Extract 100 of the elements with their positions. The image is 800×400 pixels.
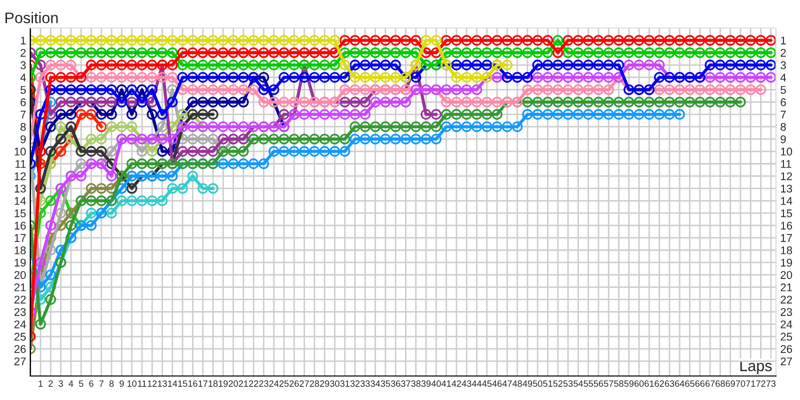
y-tick-label: 21 (14, 283, 26, 292)
x-tick-label: 48 (512, 380, 522, 387)
x-tick-label: 19 (218, 380, 228, 387)
y2-tick-label: 26 (780, 345, 792, 353)
y2-tick-label: 10 (781, 148, 792, 156)
y-tick-label: 4 (20, 74, 26, 82)
x-tick-label: 16 (188, 380, 198, 387)
x-axis-title: Laps (740, 360, 772, 374)
y2-tick-label: 22 (780, 296, 792, 304)
x-tick-label: 15 (178, 380, 188, 387)
y2-tick-label: 17 (781, 234, 792, 242)
y2-tick-label: 3 (780, 61, 786, 70)
x-tick-label: 62 (654, 380, 664, 387)
y-tick-label: 5 (20, 86, 26, 94)
x-tick-label: 40 (431, 380, 441, 387)
y2-tick-label: 8 (780, 122, 786, 131)
y2-tick-label: 15 (781, 209, 792, 218)
x-tick-label: 41 (442, 380, 451, 387)
y-tick-label: 24 (14, 320, 26, 328)
x-tick-label: 67 (706, 380, 715, 387)
x-tick-label: 50 (532, 380, 542, 387)
x-tick-label: 14 (168, 380, 178, 387)
x-tick-label: 24 (269, 380, 279, 387)
y-tick-label: 22 (14, 296, 26, 304)
x-tick-label: 33 (360, 380, 370, 387)
x-tick-label: 64 (675, 380, 684, 387)
x-tick-label: 59 (624, 380, 634, 387)
y-tick-label: 3 (20, 61, 26, 70)
x-tick-label: 9 (120, 380, 124, 387)
x-tick-label: 25 (279, 380, 289, 387)
x-tick-label: 27 (300, 380, 309, 387)
y2-tick-label: 1 (781, 36, 786, 44)
x-tick-label: 5 (78, 380, 84, 387)
x-tick-label: 23 (259, 380, 268, 387)
x-tick-label: 1 (38, 380, 43, 387)
x-tick-label: 72 (756, 380, 766, 387)
y-tick-label: 26 (14, 345, 26, 353)
y-tick-label: 10 (14, 148, 26, 156)
x-tick-label: 47 (502, 380, 512, 387)
x-tick-label: 21 (238, 380, 248, 387)
x-tick-label: 49 (522, 380, 532, 387)
x-tick-label: 29 (320, 380, 330, 387)
y2-tick-label: 11 (781, 160, 792, 168)
x-tick-label: 54 (574, 380, 583, 387)
x-tick-label: 73 (766, 380, 776, 387)
y2-tick-label: 24 (780, 320, 792, 328)
x-tick-label: 60 (634, 380, 644, 387)
y-axis-title: Position (6, 12, 58, 24)
x-tick-label: 71 (746, 380, 756, 387)
x-tick-label: 45 (482, 380, 492, 387)
x-tick-label: 46 (492, 380, 502, 387)
x-tick-label: 37 (401, 380, 410, 387)
y2-tick-label: 25 (780, 332, 792, 341)
x-tick-label: 42 (452, 380, 462, 387)
y-tick-label: 13 (14, 184, 26, 193)
x-tick-label: 34 (370, 380, 380, 387)
x-tick-label: 53 (563, 380, 573, 387)
y2-tick-label: 18 (781, 246, 792, 254)
y2-tick-label: 6 (780, 98, 786, 106)
x-tick-label: 38 (411, 380, 421, 387)
x-tick-label: 57 (604, 380, 614, 387)
y-tick-label: 27 (14, 357, 26, 366)
y-tick-label: 20 (14, 271, 26, 279)
x-tick-label: 28 (310, 380, 320, 387)
y-tick-label: 8 (20, 122, 26, 131)
y2-tick-label: 9 (780, 135, 786, 144)
y2-tick-label: 4 (780, 74, 786, 82)
x-tick-label: 63 (664, 380, 674, 387)
x-tick-label: 70 (736, 380, 746, 387)
y2-tick-label: 23 (780, 308, 792, 316)
x-tick-label: 68 (716, 380, 725, 387)
x-tick-label: 10 (128, 380, 137, 387)
x-tick-label: 51 (543, 380, 552, 387)
y-tick-label: 6 (20, 98, 26, 106)
x-tick-label: 8 (109, 380, 114, 387)
y2-tick-label: 19 (781, 258, 792, 267)
y-tick-label: 11 (16, 160, 26, 168)
x-tick-label: 55 (584, 380, 593, 387)
x-tick-label: 39 (421, 380, 431, 387)
x-tick-label: 3 (58, 380, 63, 387)
y2-tick-label: 20 (780, 271, 792, 279)
y-tick-label: 17 (14, 234, 26, 242)
x-tick-label: 12 (148, 380, 157, 387)
x-tick-label: 58 (614, 380, 624, 387)
x-tick-label: 35 (380, 380, 390, 387)
y-tick-label: 2 (20, 48, 26, 57)
x-tick-label: 61 (644, 380, 654, 387)
x-tick-label: 18 (208, 380, 218, 387)
x-tick-label: 66 (695, 380, 705, 387)
x-tick-label: 17 (198, 380, 208, 387)
y2-tick-label: 21 (780, 283, 792, 292)
x-tick-label: 43 (462, 380, 472, 387)
x-tick-label: 20 (228, 380, 238, 387)
x-tick-label: 56 (594, 380, 604, 387)
y-tick-label: 14 (14, 197, 26, 205)
x-tick-label: 22 (249, 380, 258, 387)
x-tick-label: 7 (99, 380, 104, 387)
y2-tick-label: 14 (781, 197, 792, 205)
y2-tick-label: 16 (781, 222, 792, 230)
y-tick-label: 1 (20, 36, 26, 44)
